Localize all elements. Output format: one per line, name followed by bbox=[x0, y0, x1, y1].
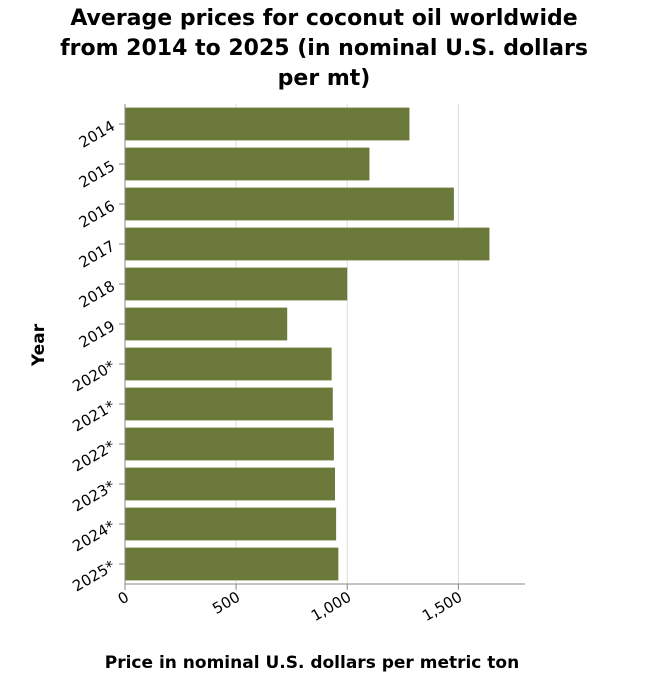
y-tick-label: 2014 bbox=[76, 117, 118, 152]
x-tick-label: 0 bbox=[115, 588, 132, 608]
bar bbox=[125, 387, 333, 421]
chart-title-line: per mt) bbox=[277, 66, 371, 91]
y-tick-label: 2020* bbox=[69, 357, 118, 396]
y-tick-label: 2024* bbox=[69, 517, 118, 556]
bar bbox=[125, 107, 410, 141]
y-tick-label: 2019 bbox=[76, 317, 118, 352]
bar bbox=[125, 547, 339, 581]
y-axis-title: Year bbox=[29, 323, 49, 367]
bar bbox=[125, 307, 288, 341]
x-tick-label: 1,500 bbox=[419, 588, 465, 625]
x-axis-title: Price in nominal U.S. dollars per metric… bbox=[105, 653, 519, 673]
y-tick-label: 2021* bbox=[69, 397, 118, 436]
bar bbox=[125, 147, 370, 181]
chart-title: Average prices for coconut oil worldwide… bbox=[0, 4, 648, 94]
x-tick-label: 1,000 bbox=[308, 588, 354, 625]
y-tick-label: 2018 bbox=[76, 277, 118, 312]
y-tick-label: 2015 bbox=[76, 157, 118, 192]
y-tick-label: 2025* bbox=[69, 557, 118, 596]
chart-title-line: from 2014 to 2025 (in nominal U.S. dolla… bbox=[60, 36, 588, 61]
grid-lines bbox=[235, 104, 459, 584]
bars bbox=[125, 107, 490, 581]
bar bbox=[125, 467, 335, 501]
x-tick-label: 500 bbox=[209, 588, 243, 618]
bar bbox=[125, 187, 454, 221]
chart-title-line: Average prices for coconut oil worldwide bbox=[70, 6, 578, 31]
bar bbox=[125, 347, 332, 381]
y-tick-label: 2017 bbox=[76, 237, 118, 272]
y-tick-label: 2023* bbox=[69, 477, 118, 516]
y-tick-label: 2022* bbox=[69, 437, 118, 476]
bar bbox=[125, 507, 337, 541]
bar bbox=[125, 427, 334, 461]
bar bbox=[125, 227, 490, 261]
bar bbox=[125, 267, 348, 301]
y-tick-label: 2016 bbox=[76, 197, 118, 232]
